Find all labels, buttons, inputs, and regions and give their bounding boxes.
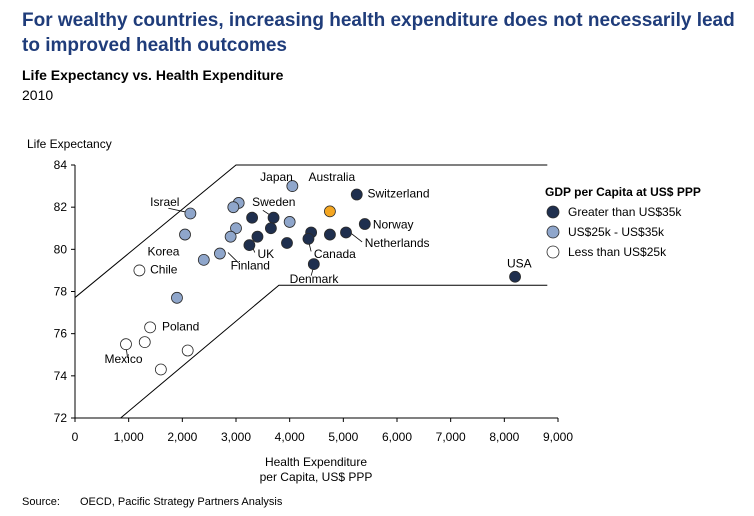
- legend-label: US$25k - US$35k: [568, 225, 665, 239]
- data-point-high: [267, 211, 280, 224]
- legend-marker-mid: [546, 225, 560, 239]
- y-tick-label: 82: [54, 200, 68, 214]
- x-tick-label: 7,000: [436, 430, 466, 444]
- upper-band-line: [75, 164, 548, 299]
- data-point-high: [509, 270, 521, 283]
- data-point-high: [264, 222, 277, 235]
- data-point-low: [181, 344, 194, 357]
- data-point-mid: [179, 228, 191, 241]
- chart-year: 2010: [22, 87, 54, 103]
- data-point-highlight: [324, 205, 336, 218]
- data-point-mid: [286, 180, 299, 192]
- source-note: Source: OECD, Pacific Strategy Partners A…: [22, 496, 282, 508]
- data-point-mid: [283, 216, 296, 228]
- data-point-mid: [171, 291, 183, 304]
- source-label: Source:: [22, 496, 60, 508]
- point-label: Israel: [150, 195, 179, 209]
- annotation-leader-line: [227, 252, 239, 264]
- data-point-mid: [227, 201, 240, 214]
- x-tick-label: 0: [72, 430, 79, 444]
- point-label: Switzerland: [367, 187, 429, 201]
- data-point-low: [133, 264, 146, 277]
- data-point-low: [144, 321, 157, 334]
- data-point-high: [307, 258, 320, 270]
- data-point-mid: [184, 207, 197, 220]
- data-point-high: [251, 230, 264, 243]
- x-tick-label: 6,000: [382, 430, 412, 444]
- x-axis-title-line: Health Expenditure: [265, 455, 367, 469]
- point-label: Korea: [147, 245, 179, 259]
- point-label: Poland: [162, 320, 199, 334]
- x-tick-label: 4,000: [275, 430, 305, 444]
- point-label: Sweden: [252, 195, 295, 209]
- x-tick-label: 2,000: [167, 430, 197, 444]
- data-point-low: [154, 363, 167, 376]
- data-point-high: [350, 188, 363, 201]
- point-label: Japan: [260, 170, 293, 184]
- x-tick-label: 3,000: [221, 430, 251, 444]
- data-point-high: [340, 226, 352, 239]
- legend-marker-low: [546, 245, 560, 259]
- point-label: Australia: [308, 170, 355, 184]
- data-point-high: [243, 239, 256, 252]
- data-point-high: [324, 228, 336, 241]
- chart-subtitle: Life Expectancy vs. Health Expenditure: [22, 67, 284, 83]
- x-tick-label: 5,000: [328, 430, 358, 444]
- point-label: Canada: [314, 247, 356, 261]
- data-point-high: [302, 232, 315, 245]
- data-point-high: [358, 218, 371, 230]
- headline: For wealthy countries, increasing health…: [22, 10, 735, 56]
- data-point-high: [281, 237, 293, 249]
- annotation-leader-line: [168, 207, 188, 213]
- lower-band-line: [120, 284, 548, 418]
- data-point-mid: [230, 222, 242, 235]
- point-label: Finland: [231, 258, 270, 272]
- legend-label: Greater than US$35k: [568, 205, 682, 219]
- data-point-low: [120, 338, 132, 351]
- y-tick-label: 78: [54, 285, 68, 299]
- y-tick-label: 80: [54, 242, 68, 256]
- y-tick-label: 74: [54, 369, 68, 383]
- point-label: UK: [257, 247, 274, 261]
- legend-label: Less than US$25k: [568, 245, 667, 259]
- data-point-high: [246, 211, 259, 224]
- data-point-mid: [213, 247, 226, 260]
- x-tick-label: 9,000: [543, 430, 573, 444]
- point-label: Denmark: [290, 272, 340, 286]
- point-label: Netherlands: [365, 236, 430, 250]
- point-label: Mexico: [105, 352, 143, 366]
- data-point-mid: [197, 253, 210, 266]
- y-tick-label: 76: [54, 327, 68, 341]
- x-tick-label: 1,000: [114, 430, 144, 444]
- x-tick-label: 8,000: [489, 430, 519, 444]
- y-tick-label: 72: [54, 411, 68, 425]
- point-label: Chile: [150, 263, 178, 277]
- x-axis-title-line: per Capita, US$ PPP: [260, 470, 373, 484]
- annotation-leader-line: [351, 233, 363, 243]
- point-label: USA: [507, 256, 532, 270]
- source-text: OECD, Pacific Strategy Partners Analysis: [80, 496, 283, 508]
- data-point-mid: [224, 230, 237, 243]
- legend-marker-high: [546, 205, 560, 219]
- y-axis-title: Life Expectancy: [27, 137, 112, 151]
- data-point-low: [138, 336, 151, 349]
- point-label: Norway: [373, 217, 414, 231]
- legend-title: GDP per Capita at US$ PPP: [545, 185, 701, 199]
- y-tick-label: 84: [54, 158, 68, 172]
